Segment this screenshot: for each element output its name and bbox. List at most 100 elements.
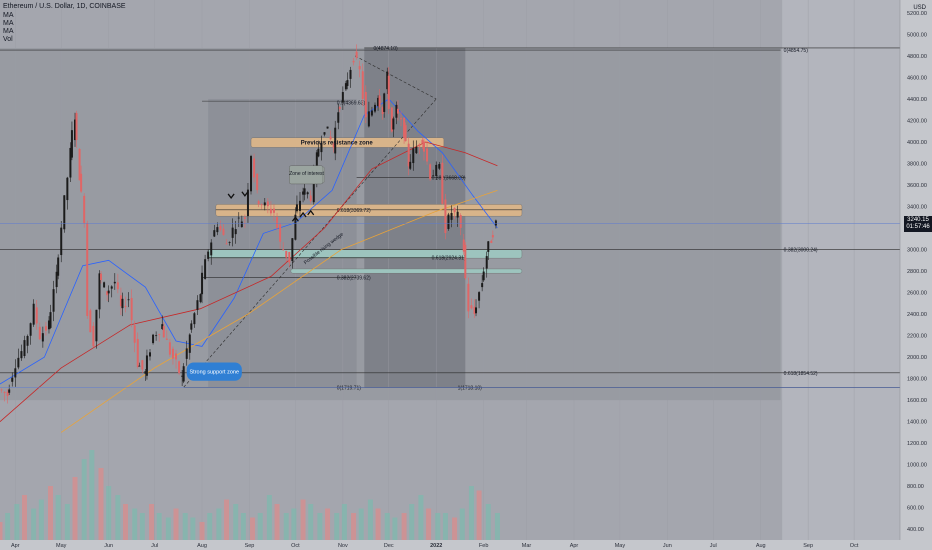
volume-bar	[81, 459, 87, 540]
volume-bar	[182, 513, 188, 540]
volume-bar	[165, 517, 171, 540]
candle-body	[14, 368, 17, 378]
y-tick-10: 2400.00	[907, 312, 927, 318]
candle-body	[29, 323, 32, 336]
candle-body	[334, 127, 337, 154]
annotation-arrow-2	[291, 216, 299, 222]
y-tick-1: 600.00	[907, 506, 924, 512]
candle-body	[168, 342, 171, 355]
candle-body	[329, 136, 332, 140]
candle-body	[441, 162, 444, 204]
candle-body	[429, 164, 432, 180]
volume-bar	[392, 517, 398, 540]
candle-body	[165, 338, 168, 340]
candle-body	[204, 259, 207, 279]
candle-body	[60, 227, 63, 256]
candle-body	[75, 113, 78, 140]
volume-bar	[442, 513, 448, 540]
volume-bar	[0, 522, 3, 540]
annotation-arrow-4	[307, 209, 315, 216]
x-tick-7: Nov	[338, 543, 348, 549]
candle-body	[213, 230, 216, 237]
candle-body	[387, 75, 390, 109]
volume-bar	[106, 486, 112, 540]
indicator-ma-2[interactable]: MA	[3, 20, 14, 27]
candle-body	[196, 300, 199, 310]
candle-body	[421, 139, 424, 144]
candle-body	[207, 251, 210, 259]
candle-body	[378, 95, 381, 107]
candle-body	[344, 83, 347, 90]
volume-bar	[224, 499, 230, 540]
volume-bar	[89, 450, 95, 540]
candle-body	[110, 286, 113, 289]
candle-body	[38, 326, 41, 340]
y-tick-6: 1600.00	[907, 398, 927, 404]
volume-bar	[98, 468, 104, 540]
annotation-arrow-0	[227, 193, 235, 200]
candle-body	[201, 272, 204, 295]
candle-body	[432, 175, 435, 177]
candle-body	[326, 126, 329, 129]
candle-body	[403, 117, 406, 138]
candle-body	[181, 375, 184, 377]
candle-body	[263, 202, 266, 206]
annotation-support-zone: Strong support zone	[190, 370, 240, 376]
x-tick-2: Jun	[104, 543, 113, 549]
volume-bar	[468, 486, 474, 540]
candle-body	[491, 235, 494, 238]
volume-bar	[426, 508, 432, 540]
candle-body	[119, 295, 122, 307]
candle-body	[266, 201, 269, 207]
candle-body	[144, 371, 147, 374]
candle-body	[171, 348, 174, 359]
candle-body	[317, 148, 320, 157]
candle-body	[352, 60, 355, 63]
candle-body	[459, 215, 462, 228]
candle-body	[260, 204, 263, 206]
candle-body	[216, 227, 219, 233]
candle-body	[145, 355, 148, 376]
x-tick-11: Mar	[522, 543, 532, 549]
volume-bar	[173, 508, 179, 540]
candle-body	[69, 147, 72, 178]
candle-body	[302, 191, 305, 195]
candle-body	[288, 252, 291, 263]
indicator-ma-3[interactable]: MA	[3, 28, 14, 35]
time-axis-panel	[0, 540, 932, 550]
x-tick-6: Oct	[291, 543, 300, 549]
candle-body	[133, 325, 136, 343]
volume-bar	[291, 508, 297, 540]
candle-body	[467, 283, 470, 312]
candle-body	[175, 353, 178, 360]
candle-body	[426, 148, 429, 162]
indicator-volume[interactable]: Vol	[3, 36, 13, 43]
volume-bar	[31, 508, 37, 540]
candle-body	[26, 336, 29, 346]
volume-bar	[325, 508, 331, 540]
volume-bar	[401, 513, 407, 540]
candle-body	[312, 170, 315, 203]
candle-body	[47, 320, 50, 330]
y-tick-8: 2000.00	[907, 355, 927, 361]
candle-body	[228, 242, 231, 243]
x-tick-4: Aug	[197, 543, 207, 549]
x-tick-15: Jul	[710, 543, 717, 549]
annotation-arrow-1	[241, 191, 249, 197]
candle-body	[162, 326, 165, 338]
volume-bar	[115, 495, 121, 540]
candle-body	[95, 309, 98, 342]
candle-body	[338, 107, 341, 109]
indicator-ma-1[interactable]: MA	[3, 12, 14, 19]
candle-body	[453, 208, 456, 213]
volume-bar	[64, 504, 70, 540]
volume-bar	[358, 508, 364, 540]
volume-bar	[38, 499, 44, 540]
candle-body	[92, 325, 95, 347]
candle-body	[20, 351, 23, 359]
candle-body	[103, 282, 106, 288]
annotation-arrow-3	[299, 211, 307, 218]
candle-body	[370, 110, 373, 116]
